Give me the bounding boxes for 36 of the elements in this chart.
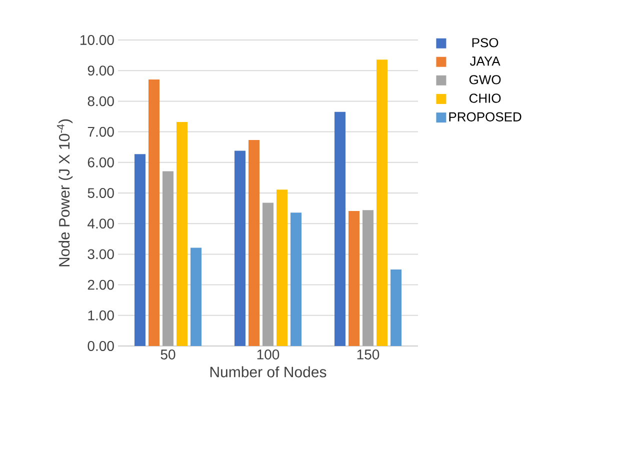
legend-label: GWO [469, 75, 501, 84]
x-axis-title: Number of Nodes [210, 366, 326, 378]
x-tick-label: 50 [160, 350, 176, 360]
bar [390, 270, 402, 346]
y-tick-label: 6.00 [88, 157, 114, 168]
y-tick-label: 0.00 [88, 341, 114, 351]
bar [234, 150, 246, 346]
bar [190, 248, 202, 346]
y-tick-label: 8.00 [88, 96, 114, 106]
bar [276, 190, 288, 346]
legend-label: PSO [472, 38, 498, 48]
bar [262, 202, 274, 346]
bar [176, 122, 188, 346]
y-tick-label: 3.00 [88, 249, 114, 260]
legend-label: PROPOSED [449, 112, 522, 122]
y-tick-label: 10.00 [80, 35, 114, 45]
x-tick-label: 100 [257, 350, 280, 360]
bar [248, 140, 260, 346]
legend-label: JAYA [470, 56, 500, 66]
y-tick-label: 4.00 [88, 218, 114, 229]
bar [376, 60, 388, 346]
bar [162, 171, 174, 346]
bar [348, 211, 360, 346]
bar [134, 154, 146, 346]
bar [334, 112, 346, 346]
y-tick-label: 7.00 [88, 126, 114, 137]
y-tick-label: 2.00 [88, 280, 114, 290]
bar [290, 212, 302, 346]
y-tick-label: 9.00 [88, 66, 114, 76]
y-axis-title: Node Power (J X 10$^{-4}$) [57, 119, 73, 266]
x-tick-label: 150 [357, 350, 380, 360]
legend-label: CHIO [469, 94, 501, 103]
y-tick-label: 1.00 [88, 310, 114, 320]
y-tick-label: 5.00 [88, 188, 114, 198]
bar [362, 210, 374, 346]
bar [148, 79, 160, 346]
